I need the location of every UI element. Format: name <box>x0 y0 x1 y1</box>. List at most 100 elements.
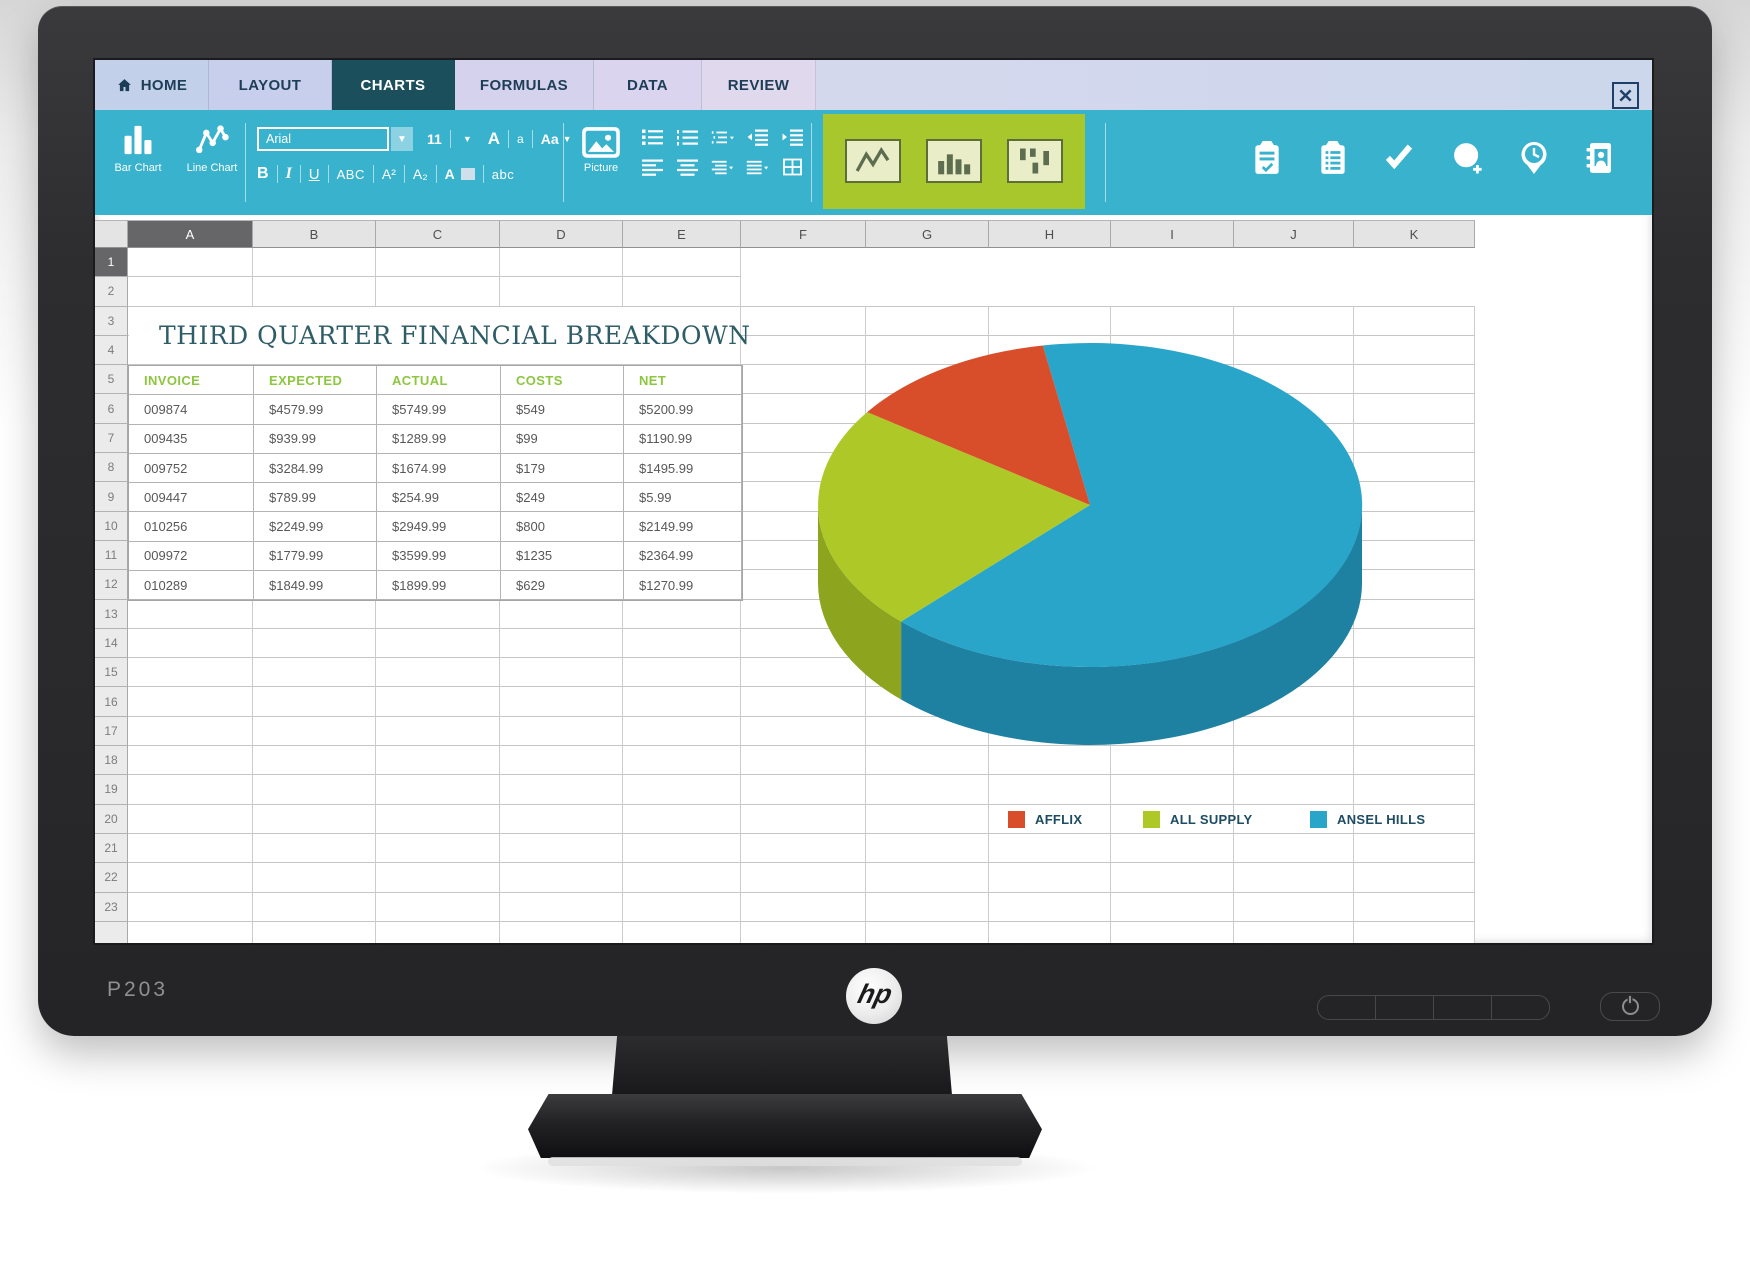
cell-A15[interactable] <box>128 658 253 688</box>
pie-chart[interactable] <box>795 320 1395 820</box>
cell-C17[interactable] <box>376 716 500 747</box>
cell-C20[interactable] <box>376 804 500 834</box>
cell-K5[interactable] <box>1354 365 1475 395</box>
cell-F22[interactable] <box>741 863 866 893</box>
table-cell[interactable]: $3599.99 <box>377 541 501 572</box>
table-grid-icon[interactable] <box>781 158 804 176</box>
table-cell[interactable]: $800 <box>501 512 624 542</box>
cell-G3[interactable] <box>866 306 989 336</box>
table-cell[interactable]: $3284.99 <box>254 453 377 484</box>
row-header-20[interactable]: 20 <box>95 804 128 834</box>
format-button-b[interactable]: B <box>257 165 269 182</box>
cell-A2[interactable] <box>128 277 253 307</box>
align-center-icon[interactable] <box>676 158 699 176</box>
clock-icon[interactable] <box>1518 140 1550 176</box>
column-header-J[interactable]: J <box>1234 220 1354 248</box>
table-cell[interactable]: $789.99 <box>254 483 377 513</box>
cell-I3[interactable] <box>1111 306 1234 336</box>
cell-K19[interactable] <box>1354 775 1475 805</box>
osd-button-2[interactable] <box>1375 995 1434 1020</box>
cell-B17[interactable] <box>253 716 376 747</box>
cell-J24[interactable] <box>1234 921 1354 943</box>
cell-A20[interactable] <box>128 804 253 834</box>
cell-H19[interactable] <box>989 775 1111 805</box>
cell-C13[interactable] <box>376 599 500 629</box>
cell-B16[interactable] <box>253 687 376 717</box>
cell-K11[interactable] <box>1354 540 1475 571</box>
cell-C21[interactable] <box>376 833 500 864</box>
format-button-a[interactable]: a <box>517 132 524 146</box>
cell-B22[interactable] <box>253 863 376 893</box>
cell-K22[interactable] <box>1354 863 1475 893</box>
osd-button-4[interactable] <box>1491 995 1550 1020</box>
checkmark-icon[interactable] <box>1383 140 1415 176</box>
cell-K21[interactable] <box>1354 833 1475 864</box>
cell-I23[interactable] <box>1111 892 1234 922</box>
cell-F16[interactable] <box>741 687 866 717</box>
cell-D20[interactable] <box>500 804 623 834</box>
cell-J3[interactable] <box>1234 306 1354 336</box>
table-header-net[interactable]: NET <box>624 366 742 396</box>
cell-D1[interactable] <box>500 248 623 278</box>
row-header-12[interactable]: 12 <box>95 570 128 600</box>
table-cell[interactable]: $5749.99 <box>377 395 501 425</box>
table-cell[interactable]: 009752 <box>129 453 254 484</box>
outline-list-icon[interactable] <box>711 128 734 146</box>
osd-button-3[interactable] <box>1433 995 1492 1020</box>
cell-C24[interactable] <box>376 921 500 943</box>
cell-H3[interactable] <box>989 306 1111 336</box>
cell-C16[interactable] <box>376 687 500 717</box>
close-button[interactable] <box>1612 82 1639 109</box>
table-cell[interactable]: $549 <box>501 395 624 425</box>
cell-D23[interactable] <box>500 892 623 922</box>
cell-B21[interactable] <box>253 833 376 864</box>
cell-H21[interactable] <box>989 833 1111 864</box>
cell-I21[interactable] <box>1111 833 1234 864</box>
column-header-G[interactable]: G <box>866 220 989 248</box>
cell-F6[interactable] <box>741 394 866 424</box>
cell-K14[interactable] <box>1354 628 1475 659</box>
row-header-5[interactable]: 5 <box>95 365 128 395</box>
cell-I22[interactable] <box>1111 863 1234 893</box>
cell-B14[interactable] <box>253 628 376 659</box>
cell-A19[interactable] <box>128 775 253 805</box>
table-cell[interactable]: 009972 <box>129 541 254 572</box>
cell-A16[interactable] <box>128 687 253 717</box>
table-cell[interactable]: $249 <box>501 483 624 513</box>
table-cell[interactable]: $1674.99 <box>377 453 501 484</box>
cell-C18[interactable] <box>376 746 500 776</box>
row-header-23[interactable]: 23 <box>95 892 128 922</box>
table-cell[interactable]: $179 <box>501 453 624 484</box>
tab-home[interactable]: HOME <box>95 60 209 110</box>
table-header-expected[interactable]: EXPECTED <box>254 366 377 396</box>
row-header-21[interactable]: 21 <box>95 833 128 864</box>
cell-I18[interactable] <box>1111 746 1234 776</box>
cell-F17[interactable] <box>741 716 866 747</box>
cell-B20[interactable] <box>253 804 376 834</box>
cell-I24[interactable] <box>1111 921 1234 943</box>
cell-G21[interactable] <box>866 833 989 864</box>
cell-F23[interactable] <box>741 892 866 922</box>
align-right-icon[interactable] <box>711 158 734 176</box>
table-cell[interactable]: $2949.99 <box>377 512 501 542</box>
table-header-actual[interactable]: ACTUAL <box>377 366 501 396</box>
cell-C1[interactable] <box>376 248 500 278</box>
column-header-D[interactable]: D <box>500 220 623 248</box>
line-chart-button[interactable]: Line Chart <box>179 123 245 174</box>
row-header-24[interactable] <box>95 921 128 943</box>
cell-J23[interactable] <box>1234 892 1354 922</box>
format-button-a[interactable]: A <box>445 166 475 182</box>
cell-B19[interactable] <box>253 775 376 805</box>
cell-A23[interactable] <box>128 892 253 922</box>
cell-D13[interactable] <box>500 599 623 629</box>
cell-E19[interactable] <box>623 775 741 805</box>
table-cell[interactable]: $2249.99 <box>254 512 377 542</box>
table-cell[interactable]: $2364.99 <box>624 541 742 572</box>
cell-F18[interactable] <box>741 746 866 776</box>
table-cell[interactable]: 009874 <box>129 395 254 425</box>
cell-G18[interactable] <box>866 746 989 776</box>
row-header-16[interactable]: 16 <box>95 687 128 717</box>
pie-slice-ansel-hills[interactable] <box>901 343 1363 668</box>
cell-E23[interactable] <box>623 892 741 922</box>
format-button-u[interactable]: U <box>308 165 320 183</box>
